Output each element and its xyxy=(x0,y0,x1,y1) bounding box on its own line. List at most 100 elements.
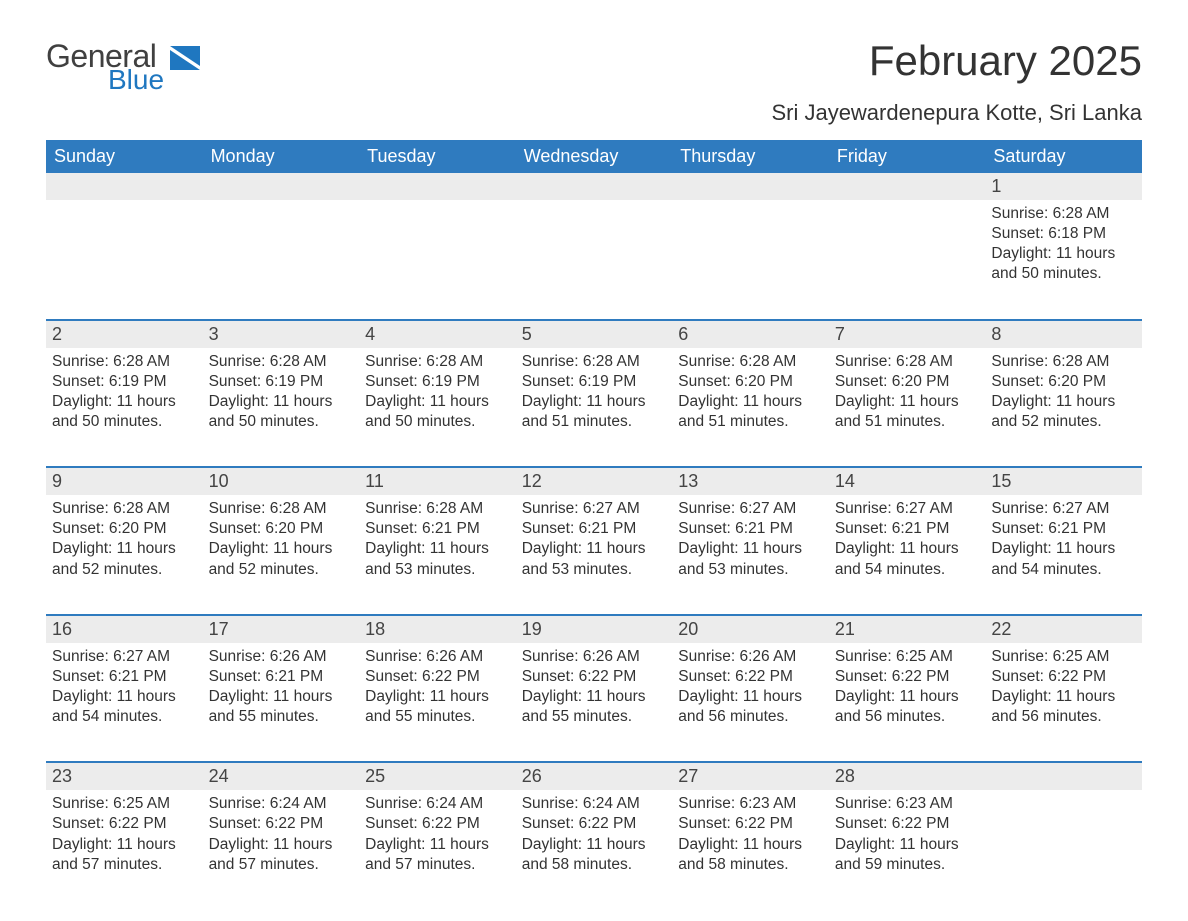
sunrise-line: Sunrise: 6:28 AM xyxy=(52,352,197,372)
sunset-line: Sunset: 6:22 PM xyxy=(365,667,510,687)
day-cell: 20Sunrise: 6:26 AMSunset: 6:22 PMDayligh… xyxy=(672,616,829,734)
day-body: Sunrise: 6:26 AMSunset: 6:22 PMDaylight:… xyxy=(516,643,673,734)
daylight-line: Daylight: 11 hours and 52 minutes. xyxy=(991,392,1136,432)
sunrise-line: Sunrise: 6:27 AM xyxy=(522,499,667,519)
brand-logo: General Blue xyxy=(46,40,200,94)
daylight-line: Daylight: 11 hours and 54 minutes. xyxy=(52,687,197,727)
day-number: 26 xyxy=(516,763,673,790)
empty-day-number xyxy=(985,763,1142,790)
day-body: Sunrise: 6:27 AMSunset: 6:21 PMDaylight:… xyxy=(516,495,673,586)
day-cell: 2 Sunrise: 6:28 AMSunset: 6:19 PMDaylight… xyxy=(46,321,203,439)
day-number: 3 xyxy=(203,321,360,348)
day-number: 17 xyxy=(203,616,360,643)
day-body: Sunrise: 6:28 AMSunset: 6:20 PMDaylight:… xyxy=(203,495,360,586)
daylight-line: Daylight: 11 hours and 54 minutes. xyxy=(835,539,980,579)
sunrise-line: Sunrise: 6:23 AM xyxy=(835,794,980,814)
day-cell: 11Sunrise: 6:28 AMSunset: 6:21 PMDayligh… xyxy=(359,468,516,586)
day-number: 18 xyxy=(359,616,516,643)
sunrise-line: Sunrise: 6:27 AM xyxy=(52,647,197,667)
weekday-cell: Sunday xyxy=(46,140,203,173)
day-number: 15 xyxy=(985,468,1142,495)
sunset-line: Sunset: 6:21 PM xyxy=(678,519,823,539)
day-body: Sunrise: 6:23 AMSunset: 6:22 PMDaylight:… xyxy=(672,790,829,881)
daylight-line: Daylight: 11 hours and 51 minutes. xyxy=(835,392,980,432)
sunrise-line: Sunrise: 6:25 AM xyxy=(52,794,197,814)
sunset-line: Sunset: 6:20 PM xyxy=(209,519,354,539)
empty-day-number xyxy=(516,173,673,200)
day-cell: 16 Sunrise: 6:27 AMSunset: 6:21 PMDayligh… xyxy=(46,616,203,734)
day-body: Sunrise: 6:28 AMSunset: 6:19 PMDaylight:… xyxy=(359,348,516,439)
sunset-line: Sunset: 6:19 PM xyxy=(52,372,197,392)
day-cell: 13Sunrise: 6:27 AMSunset: 6:21 PMDayligh… xyxy=(672,468,829,586)
daylight-line: Daylight: 11 hours and 55 minutes. xyxy=(522,687,667,727)
day-number: 23 xyxy=(46,763,203,790)
day-cell: 9Sunrise: 6:28 AMSunset: 6:20 PMDaylight… xyxy=(46,468,203,586)
sunset-line: Sunset: 6:21 PM xyxy=(52,667,197,687)
day-cell: 26Sunrise: 6:24 AMSunset: 6:22 PMDayligh… xyxy=(516,763,673,881)
daylight-line: Daylight: 11 hours and 55 minutes. xyxy=(209,687,354,727)
day-body: Sunrise: 6:23 AMSunset: 6:22 PMDaylight:… xyxy=(829,790,986,881)
day-cell: 14Sunrise: 6:27 AMSunset: 6:21 PMDayligh… xyxy=(829,468,986,586)
day-number: 7 xyxy=(829,321,986,348)
sunset-line: Sunset: 6:21 PM xyxy=(522,519,667,539)
daylight-line: Daylight: 11 hours and 53 minutes. xyxy=(365,539,510,579)
day-cell: 24Sunrise: 6:24 AMSunset: 6:22 PMDayligh… xyxy=(203,763,360,881)
day-body: Sunrise: 6:28 AMSunset: 6:20 PMDaylight:… xyxy=(985,348,1142,439)
day-number: 16 xyxy=(46,616,203,643)
daylight-line: Daylight: 11 hours and 50 minutes. xyxy=(52,392,197,432)
sunrise-line: Sunrise: 6:28 AM xyxy=(835,352,980,372)
day-number: 1 xyxy=(985,173,1142,200)
day-number: 28 xyxy=(829,763,986,790)
day-cell xyxy=(46,173,203,291)
sunrise-line: Sunrise: 6:25 AM xyxy=(991,647,1136,667)
day-number: 27 xyxy=(672,763,829,790)
daylight-line: Daylight: 11 hours and 50 minutes. xyxy=(209,392,354,432)
day-cell xyxy=(203,173,360,291)
day-number: 5 xyxy=(516,321,673,348)
sunrise-line: Sunrise: 6:26 AM xyxy=(365,647,510,667)
flag-icon xyxy=(170,46,200,72)
sunset-line: Sunset: 6:21 PM xyxy=(991,519,1136,539)
daylight-line: Daylight: 11 hours and 50 minutes. xyxy=(991,244,1136,284)
day-cell xyxy=(829,173,986,291)
sunrise-line: Sunrise: 6:28 AM xyxy=(209,352,354,372)
sunrise-line: Sunrise: 6:27 AM xyxy=(835,499,980,519)
day-number: 2 xyxy=(46,321,203,348)
day-cell: 28Sunrise: 6:23 AMSunset: 6:22 PMDayligh… xyxy=(829,763,986,881)
weekday-header: SundayMondayTuesdayWednesdayThursdayFrid… xyxy=(46,140,1142,173)
sunrise-line: Sunrise: 6:28 AM xyxy=(991,352,1136,372)
day-cell: 12Sunrise: 6:27 AMSunset: 6:21 PMDayligh… xyxy=(516,468,673,586)
daylight-line: Daylight: 11 hours and 53 minutes. xyxy=(678,539,823,579)
day-number: 6 xyxy=(672,321,829,348)
daylight-line: Daylight: 11 hours and 50 minutes. xyxy=(365,392,510,432)
day-cell: 19Sunrise: 6:26 AMSunset: 6:22 PMDayligh… xyxy=(516,616,673,734)
day-number: 21 xyxy=(829,616,986,643)
empty-day-number xyxy=(672,173,829,200)
day-cell: 25Sunrise: 6:24 AMSunset: 6:22 PMDayligh… xyxy=(359,763,516,881)
sunset-line: Sunset: 6:22 PM xyxy=(209,814,354,834)
day-body: Sunrise: 6:28 AMSunset: 6:20 PMDaylight:… xyxy=(672,348,829,439)
sunset-line: Sunset: 6:22 PM xyxy=(522,667,667,687)
day-number: 14 xyxy=(829,468,986,495)
daylight-line: Daylight: 11 hours and 51 minutes. xyxy=(678,392,823,432)
empty-day-number xyxy=(203,173,360,200)
week-row: 1Sunrise: 6:28 AMSunset: 6:18 PMDaylight… xyxy=(46,173,1142,291)
day-cell xyxy=(672,173,829,291)
location: Sri Jayewardenepura Kotte, Sri Lanka xyxy=(771,100,1142,126)
daylight-line: Daylight: 11 hours and 56 minutes. xyxy=(835,687,980,727)
sunrise-line: Sunrise: 6:28 AM xyxy=(209,499,354,519)
daylight-line: Daylight: 11 hours and 52 minutes. xyxy=(209,539,354,579)
day-number: 9 xyxy=(46,468,203,495)
sunrise-line: Sunrise: 6:27 AM xyxy=(678,499,823,519)
sunrise-line: Sunrise: 6:26 AM xyxy=(522,647,667,667)
daylight-line: Daylight: 11 hours and 52 minutes. xyxy=(52,539,197,579)
day-cell xyxy=(516,173,673,291)
day-cell: 5Sunrise: 6:28 AMSunset: 6:19 PMDaylight… xyxy=(516,321,673,439)
weekday-cell: Tuesday xyxy=(359,140,516,173)
week-row: 16Sunrise: 6:27 AMSunset: 6:21 PMDayligh… xyxy=(46,614,1142,734)
daylight-line: Daylight: 11 hours and 57 minutes. xyxy=(365,835,510,875)
day-body: Sunrise: 6:25 AMSunset: 6:22 PMDaylight:… xyxy=(829,643,986,734)
day-cell: 1Sunrise: 6:28 AMSunset: 6:18 PMDaylight… xyxy=(985,173,1142,291)
day-body: Sunrise: 6:24 AMSunset: 6:22 PMDaylight:… xyxy=(359,790,516,881)
weeks-container: 1Sunrise: 6:28 AMSunset: 6:18 PMDaylight… xyxy=(46,173,1142,881)
